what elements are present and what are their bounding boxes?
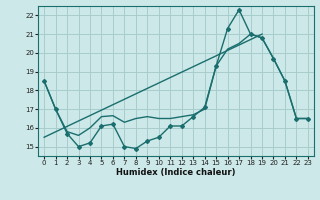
X-axis label: Humidex (Indice chaleur): Humidex (Indice chaleur): [116, 168, 236, 177]
